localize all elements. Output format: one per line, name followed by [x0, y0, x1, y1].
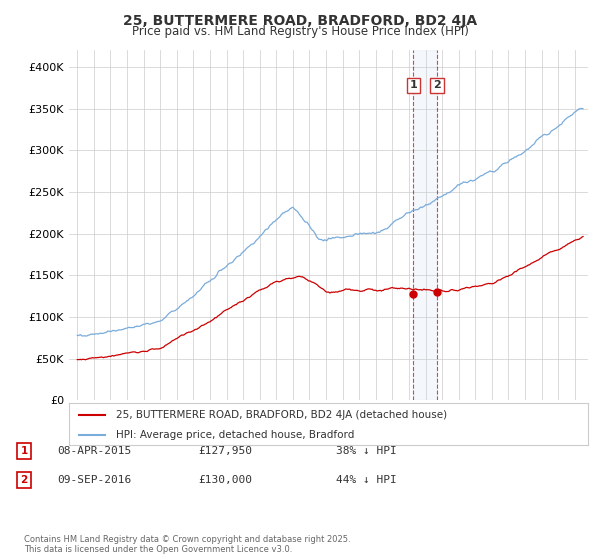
- Text: 2: 2: [433, 81, 441, 90]
- Text: Price paid vs. HM Land Registry's House Price Index (HPI): Price paid vs. HM Land Registry's House …: [131, 25, 469, 38]
- Text: 09-SEP-2016: 09-SEP-2016: [57, 475, 131, 485]
- Text: £127,950: £127,950: [198, 446, 252, 456]
- Text: 1: 1: [20, 446, 28, 456]
- Text: 38% ↓ HPI: 38% ↓ HPI: [336, 446, 397, 456]
- Text: 2: 2: [20, 475, 28, 485]
- Text: 25, BUTTERMERE ROAD, BRADFORD, BD2 4JA (detached house): 25, BUTTERMERE ROAD, BRADFORD, BD2 4JA (…: [116, 410, 447, 420]
- Text: 25, BUTTERMERE ROAD, BRADFORD, BD2 4JA: 25, BUTTERMERE ROAD, BRADFORD, BD2 4JA: [123, 14, 477, 28]
- Text: 1: 1: [410, 81, 417, 90]
- Text: Contains HM Land Registry data © Crown copyright and database right 2025.
This d: Contains HM Land Registry data © Crown c…: [24, 535, 350, 554]
- Text: HPI: Average price, detached house, Bradford: HPI: Average price, detached house, Brad…: [116, 430, 354, 440]
- Text: £130,000: £130,000: [198, 475, 252, 485]
- Bar: [413, 50, 437, 400]
- Text: 44% ↓ HPI: 44% ↓ HPI: [336, 475, 397, 485]
- Text: 08-APR-2015: 08-APR-2015: [57, 446, 131, 456]
